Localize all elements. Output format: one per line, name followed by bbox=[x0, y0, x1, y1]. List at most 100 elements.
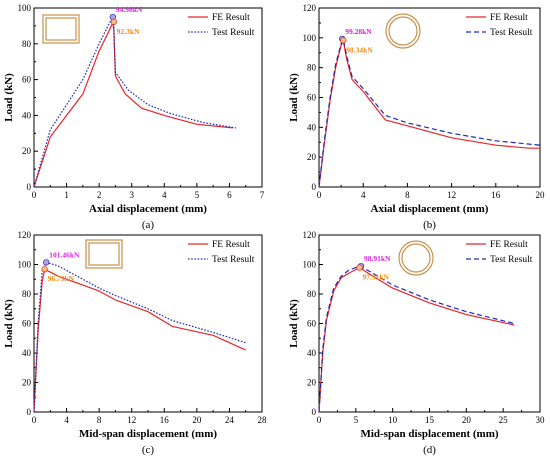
test-peak-label: 98.91kN bbox=[364, 254, 391, 263]
chart-panel-d: 0 5 10 15 20 25 30 0 20 40 60 80 100 120 Mid-span disp… bbox=[288, 230, 545, 456]
legend-label: Test Result bbox=[490, 255, 533, 265]
test-result-line bbox=[33, 261, 246, 413]
x-tick-label: 16 bbox=[160, 415, 170, 425]
fe-peak-marker bbox=[110, 18, 117, 25]
x-axis-label: Mid-span displacement (mm) bbox=[360, 428, 498, 440]
y-tick-label: 80 bbox=[307, 289, 317, 299]
x-tick-label: 7 bbox=[260, 190, 265, 200]
y-tick-label: 100 bbox=[18, 260, 32, 270]
x-tick-label: 5 bbox=[354, 415, 359, 425]
chart-panel-a: 0 1 2 3 4 5 6 7 0 20 40 60 80 100 Axial displacement (… bbox=[3, 3, 265, 231]
x-tick-label: 6 bbox=[227, 190, 232, 200]
test-peak-label: 99.28kN bbox=[345, 27, 372, 36]
y-tick-label: 120 bbox=[303, 3, 317, 13]
panel-label: (b) bbox=[423, 219, 436, 231]
y-axis-label: Load (kN) bbox=[3, 73, 15, 122]
y-tick-label: 0 bbox=[27, 182, 32, 192]
x-tick-label: 8 bbox=[97, 415, 102, 425]
panel-label: (d) bbox=[423, 444, 436, 456]
x-tick-label: 12 bbox=[447, 190, 456, 200]
y-tick-label: 20 bbox=[22, 146, 32, 156]
y-tick-label: 40 bbox=[22, 110, 32, 120]
rectangular-section-inner bbox=[45, 17, 77, 41]
y-tick-label: 100 bbox=[303, 260, 317, 270]
y-tick-label: 100 bbox=[18, 3, 32, 13]
circular-section-inner bbox=[388, 16, 418, 46]
x-tick-label: 4 bbox=[162, 190, 167, 200]
x-tick-label: 0 bbox=[317, 415, 322, 425]
fe-peak-marker bbox=[340, 37, 347, 44]
x-tick-label: 16 bbox=[491, 190, 501, 200]
x-tick-label: 0 bbox=[317, 190, 322, 200]
chart-panel-c: 0 4 8 12 16 20 24 28 0 20 40 60 80 100 120 Mid-span dis… bbox=[3, 230, 267, 456]
y-axis-label: Load (kN) bbox=[3, 299, 15, 348]
circular-section-icon bbox=[385, 13, 421, 49]
y-tick-label: 40 bbox=[307, 348, 317, 358]
fe-result-line bbox=[318, 267, 515, 413]
y-tick-label: 80 bbox=[22, 289, 32, 299]
y-axis-label: Load (kN) bbox=[288, 73, 300, 122]
x-tick-label: 5 bbox=[195, 190, 200, 200]
legend-label: Test Result bbox=[490, 28, 533, 38]
y-tick-label: 40 bbox=[307, 122, 317, 132]
test-result-line bbox=[318, 265, 515, 413]
x-tick-label: 1 bbox=[64, 190, 69, 200]
legend-label: Test Result bbox=[212, 28, 255, 38]
rectangular-section-icon bbox=[85, 239, 123, 269]
y-tick-label: 20 bbox=[307, 152, 317, 162]
y-tick-label: 80 bbox=[307, 63, 317, 73]
x-tick-label: 24 bbox=[225, 415, 235, 425]
x-tick-label: 4 bbox=[64, 415, 69, 425]
y-tick-label: 0 bbox=[312, 407, 317, 417]
x-tick-label: 20 bbox=[536, 190, 546, 200]
fe-result-line bbox=[318, 40, 540, 188]
x-axis-label: Axial displacement (mm) bbox=[371, 203, 489, 215]
y-tick-label: 20 bbox=[22, 378, 32, 388]
fe-result-line bbox=[33, 268, 246, 413]
legend-label: FE Result bbox=[490, 13, 528, 23]
fe-peak-label: 92.3kN bbox=[117, 27, 140, 36]
x-axis-label: Axial displacement (mm) bbox=[89, 203, 207, 215]
y-axis-label: Load (kN) bbox=[288, 299, 300, 348]
x-tick-label: 30 bbox=[536, 415, 546, 425]
fe-peak-marker bbox=[41, 266, 48, 273]
y-tick-label: 0 bbox=[312, 182, 317, 192]
test-peak-marker bbox=[43, 259, 50, 266]
chart-panel-b: 0 4 8 12 16 20 0 20 40 60 80 100 120 Axial displaceme… bbox=[288, 3, 545, 231]
panel-label: (a) bbox=[142, 219, 155, 231]
legend-label: FE Result bbox=[212, 240, 250, 250]
panel-label: (c) bbox=[142, 444, 155, 456]
fe-peak-label: 98.34kN bbox=[346, 45, 373, 54]
y-tick-label: 60 bbox=[307, 319, 317, 329]
legend-label: FE Result bbox=[212, 13, 250, 23]
legend-label: Test Result bbox=[212, 255, 255, 265]
circular-section-inner bbox=[401, 243, 431, 273]
x-tick-label: 28 bbox=[258, 415, 268, 425]
x-tick-label: 4 bbox=[361, 190, 366, 200]
y-tick-label: 40 bbox=[22, 348, 32, 358]
y-tick-label: 100 bbox=[303, 33, 317, 43]
x-tick-label: 0 bbox=[32, 415, 37, 425]
legend-label: FE Result bbox=[490, 240, 528, 250]
y-tick-label: 0 bbox=[27, 407, 32, 417]
x-tick-label: 20 bbox=[462, 415, 472, 425]
fe-peak-label: 97.91kN bbox=[363, 273, 390, 282]
x-tick-label: 0 bbox=[32, 190, 37, 200]
x-tick-label: 10 bbox=[388, 415, 398, 425]
y-tick-label: 60 bbox=[307, 93, 317, 103]
y-tick-label: 120 bbox=[303, 230, 317, 240]
x-tick-label: 8 bbox=[405, 190, 410, 200]
y-tick-label: 120 bbox=[18, 230, 32, 240]
x-axis-label: Mid-span displacement (mm) bbox=[79, 428, 217, 440]
fe-result-line bbox=[33, 21, 233, 188]
y-tick-label: 80 bbox=[22, 39, 32, 49]
x-tick-label: 25 bbox=[499, 415, 509, 425]
y-tick-label: 60 bbox=[22, 75, 32, 85]
rectangular-section-icon bbox=[42, 14, 80, 44]
fe-peak-label: 96.79kN bbox=[48, 274, 75, 283]
test-peak-label: 101.46kN bbox=[49, 250, 80, 259]
fe-peak-marker bbox=[356, 264, 363, 271]
y-tick-label: 60 bbox=[22, 319, 32, 329]
test-peak-label: 94.98kN bbox=[116, 5, 143, 14]
